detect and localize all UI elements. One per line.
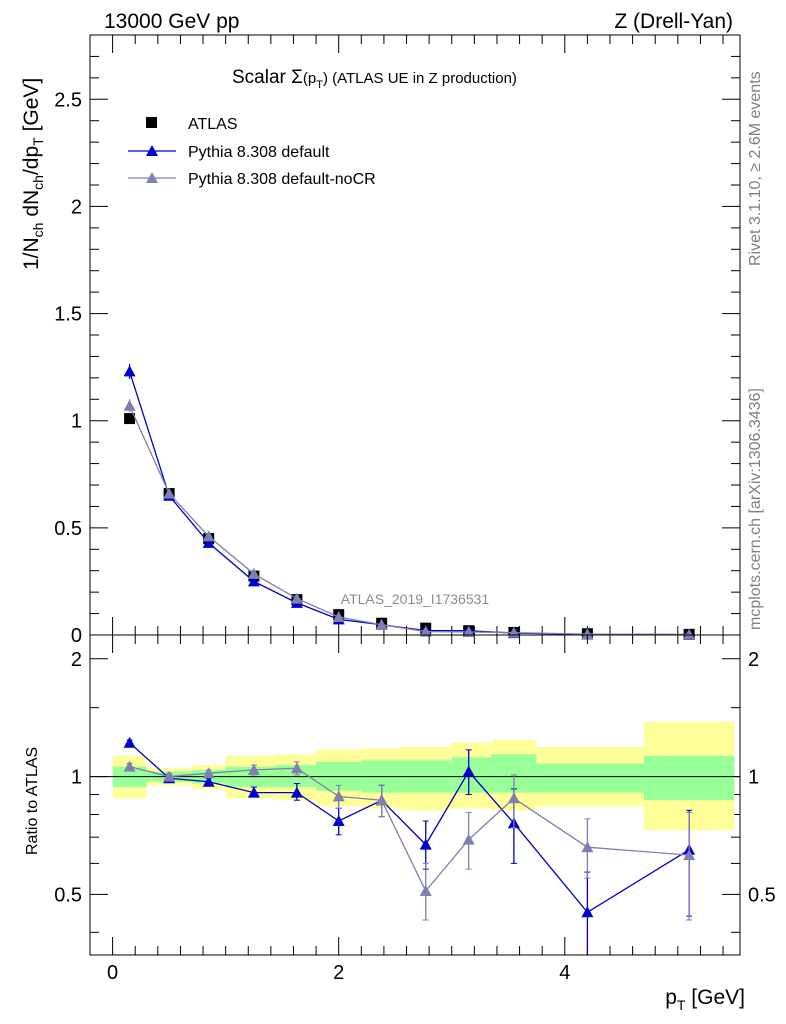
ratio-point-0	[123, 736, 136, 748]
legend-default-marker	[146, 145, 158, 156]
uncertainty-band-inner	[643, 755, 735, 801]
ratio-y-tick-label: 2	[71, 649, 82, 671]
main-y-tick-label: 0	[71, 625, 82, 647]
ratio-point-1	[202, 767, 215, 779]
ratio-y-tick-label: 1	[71, 767, 82, 789]
main-y-tick-label: 2	[71, 196, 82, 218]
data-point-2	[683, 628, 696, 640]
main-y-tick-label: 2.5	[54, 89, 82, 111]
ratio-point-1	[247, 763, 260, 775]
ratio-point-0	[247, 786, 260, 798]
ratio-series-line-1	[129, 766, 690, 893]
x-axis-label: pT [GeV]	[665, 986, 745, 1013]
legend-atlas-marker	[146, 117, 157, 128]
data-point-atlas	[124, 413, 136, 425]
ratio-point-1	[462, 833, 475, 845]
data-point-2	[375, 618, 388, 630]
x-tick-label: 2	[333, 962, 344, 984]
main-title: Scalar Σ(pT) (ATLAS UE in Z production)	[232, 67, 517, 91]
data-point-2	[202, 530, 215, 542]
ratio-point-1	[683, 849, 696, 861]
ratio-point-0	[419, 838, 432, 850]
ratio-point-0	[462, 765, 475, 777]
ratio-y-tick-label: 0.5	[54, 884, 82, 906]
ratio-point-1	[375, 794, 388, 806]
ratio-y-tick-label-right: 1	[748, 767, 759, 789]
data-point-2	[247, 567, 260, 579]
header-process-label: Z (Drell-Yan)	[614, 10, 733, 33]
ratio-point-1	[163, 770, 176, 782]
main-y-tick-label: 1.5	[54, 304, 82, 326]
data-point-2	[462, 626, 475, 637]
ratio-plot-panel: 0.5 0.5 1 1 2 2 0 2 4 Ratio to ATLAS	[24, 634, 776, 984]
data-point-2	[419, 625, 432, 637]
ratio-point-1	[290, 762, 303, 774]
ratio-plot-frame	[89, 634, 741, 956]
ratio-point-0	[202, 775, 215, 787]
main-y-tick-label: 1	[71, 411, 82, 433]
main-plot-panel: 0 0.5 1 1.5 2 2.5 ATLAS_2019_I1736531 Scalar …	[20, 34, 741, 647]
title-arg: (p	[303, 70, 316, 87]
ratio-y-axis-label: Ratio to ATLAS	[24, 747, 41, 855]
ratio-point-0	[332, 814, 345, 826]
main-watermark: ATLAS_2019_I1736531	[341, 591, 490, 607]
data-point-1	[123, 365, 136, 377]
legend-atlas-label: ATLAS	[188, 116, 238, 133]
ratio-point-1	[419, 885, 432, 897]
mcplots-label: mcplots.cern.ch [arXiv:1306.3436]	[747, 388, 764, 630]
data-point-2	[123, 399, 136, 411]
ratio-series-line-0	[129, 742, 690, 914]
ratio-point-1	[581, 841, 594, 853]
legend: ATLAS Pythia 8.308 default Pythia 8.308 …	[128, 116, 376, 188]
ratio-point-0	[290, 786, 303, 798]
legend-default-label: Pythia 8.308 default	[188, 144, 330, 161]
x-tick-label: 0	[107, 962, 118, 984]
ratio-plot-area	[90, 721, 740, 955]
legend-nocr-marker	[146, 172, 158, 183]
ratio-point-1	[507, 792, 520, 804]
data-point-2	[581, 628, 594, 640]
main-y-ticks: 0 0.5 1 1.5 2 2.5	[54, 35, 740, 647]
ratio-y-tick-label-right: 2	[748, 649, 759, 671]
legend-nocr-label: Pythia 8.308 default-noCR	[188, 171, 376, 188]
x-tick-label: 4	[559, 962, 570, 984]
main-y-tick-label: 0.5	[54, 518, 82, 540]
data-point-1	[202, 536, 215, 548]
uncertainty-band-inner	[536, 763, 644, 793]
ratio-point-1	[332, 790, 345, 802]
data-point-2	[332, 611, 345, 622]
data-point-2	[163, 487, 176, 499]
data-point-1	[247, 575, 260, 587]
title-suffix: ) (ATLAS UE in Z production)	[323, 70, 517, 87]
series-line-2	[128, 405, 690, 636]
ratio-point-0	[581, 906, 594, 918]
data-point-2	[290, 592, 303, 604]
title-sigma: Σ	[291, 67, 303, 88]
title-sub: T	[316, 79, 323, 91]
rivet-version-label: Rivet 3.1.10, ≥ 2.6M events	[747, 71, 764, 266]
ratio-y-tick-label-right: 0.5	[748, 884, 776, 906]
header-beam-label: 13000 GeV pp	[104, 10, 239, 33]
main-y-axis-label: 1/Nch dNch/dpT [GeV]	[20, 78, 46, 270]
title-prefix: Scalar	[232, 67, 291, 88]
ratio-point-1	[123, 760, 136, 772]
